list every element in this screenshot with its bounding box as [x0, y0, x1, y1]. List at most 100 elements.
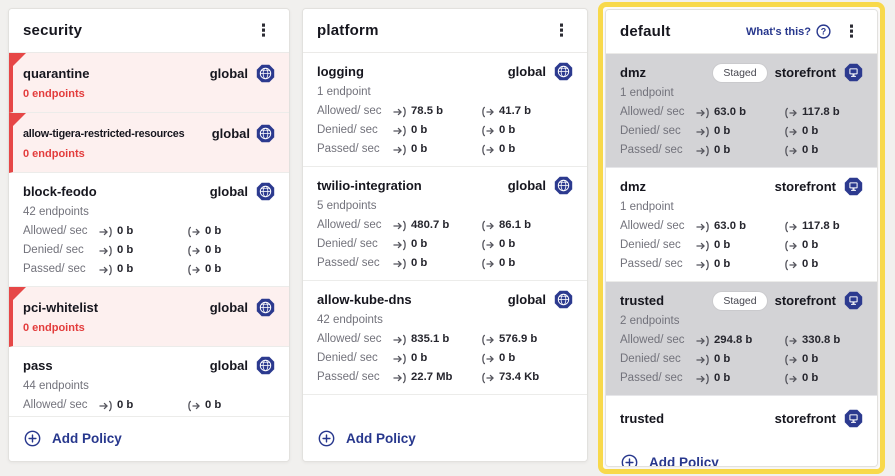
- ingress-arrow-icon: [99, 400, 113, 412]
- ingress-arrow-icon: [393, 106, 407, 118]
- ingress-arrow-icon: [393, 144, 407, 156]
- policy-card-pass[interactable]: pass global 44 endpoints Allowed/ sec 0 …: [9, 347, 289, 417]
- policy-name: trusted: [620, 410, 665, 426]
- add-policy-button[interactable]: Add Policy: [606, 441, 877, 466]
- kebab-menu-icon[interactable]: ⋮: [553, 21, 570, 40]
- storefront-badge-icon: [844, 409, 863, 428]
- egress-arrow-icon: [784, 126, 798, 138]
- ingress-value: 0 b: [411, 143, 428, 155]
- policy-card-logging[interactable]: logging global 1 endpoint Allowed/ sec 7…: [303, 53, 587, 167]
- ingress-arrow-icon: [393, 220, 407, 232]
- policy-card-twilio-integration[interactable]: twilio-integration global 5 endpoints Al…: [303, 167, 587, 281]
- endpoint-count: 42 endpoints: [317, 314, 383, 326]
- ingress-arrow-icon: [393, 372, 407, 384]
- ingress-arrow-icon: [393, 239, 407, 251]
- policy-name: quarantine: [23, 65, 90, 81]
- traffic-stats: Allowed/ sec 78.5 b 41.7 b Denied/ sec 0…: [317, 105, 573, 156]
- policy-card-pci-whitelist[interactable]: pci-whitelist global 0 endpoints: [9, 287, 289, 347]
- policy-card-trusted[interactable]: trusted storefront: [606, 396, 877, 441]
- policy-card-allow-kube-dns[interactable]: allow-kube-dns global 42 endpoints Allow…: [303, 281, 587, 395]
- whats-this-link[interactable]: What's this?: [746, 24, 831, 39]
- staged-badge: Staged: [713, 291, 767, 310]
- ingress-value: 0 b: [714, 258, 731, 270]
- endpoint-count: 0 endpoints: [23, 88, 85, 100]
- ingress-arrow-icon: [696, 259, 710, 271]
- egress-arrow-icon: [481, 258, 495, 270]
- endpoint-count: 42 endpoints: [23, 206, 89, 218]
- add-policy-button[interactable]: Add Policy: [9, 417, 289, 461]
- scope-label: storefront: [774, 179, 836, 194]
- stat-label: Allowed/ sec: [23, 399, 88, 411]
- policy-card-dmz[interactable]: dmz storefront 1 endpoint Allowed/ sec 6…: [606, 168, 877, 282]
- policy-name: dmz: [620, 178, 646, 194]
- stat-label: Passed/ sec: [317, 257, 380, 269]
- stat-label: Allowed/ sec: [317, 219, 382, 231]
- scope-label: global: [209, 66, 248, 81]
- ingress-arrow-icon: [696, 240, 710, 252]
- scope-label: global: [209, 300, 248, 315]
- policy-card-allow-tigera-restricted-resources[interactable]: allow-tigera-restricted-resources global…: [9, 113, 289, 173]
- stat-label: Denied/ sec: [317, 124, 378, 136]
- stat-label: Denied/ sec: [620, 239, 681, 251]
- scope-label: storefront: [774, 411, 836, 426]
- storefront-badge-icon: [844, 63, 863, 82]
- add-policy-label: Add Policy: [346, 431, 416, 446]
- globe-badge-icon: [256, 124, 275, 143]
- stat-label: Allowed/ sec: [620, 106, 685, 118]
- endpoint-count: 1 endpoint: [620, 201, 674, 213]
- egress-value: 0 b: [802, 144, 819, 156]
- ingress-value: 0 b: [714, 239, 731, 251]
- scope-label: global: [209, 184, 248, 199]
- stat-label: Passed/ sec: [317, 143, 380, 155]
- kebab-menu-icon[interactable]: ⋮: [255, 21, 272, 40]
- policy-card-block-feodo[interactable]: block-feodo global 42 endpoints Allowed/…: [9, 173, 289, 287]
- globe-badge-icon: [256, 356, 275, 375]
- ingress-value: 480.7 b: [411, 219, 450, 231]
- ingress-arrow-icon: [393, 258, 407, 270]
- ingress-value: 22.7 Mb: [411, 371, 453, 383]
- column-header: default What's this? ⋮: [606, 10, 877, 54]
- stat-row-denied: Denied/ sec 0 b 0 b: [620, 353, 863, 366]
- policy-name: allow-kube-dns: [317, 291, 412, 307]
- policy-name: twilio-integration: [317, 177, 422, 193]
- policy-name: logging: [317, 63, 364, 79]
- stat-label: Denied/ sec: [620, 125, 681, 137]
- ingress-arrow-icon: [696, 221, 710, 233]
- globe-badge-icon: [256, 298, 275, 317]
- policy-name: pci-whitelist: [23, 299, 99, 315]
- egress-value: 117.8 b: [802, 106, 840, 118]
- ingress-value: 0 b: [714, 372, 731, 384]
- traffic-stats: Allowed/ sec 0 b 0 b Denied/ sec 0 b 0 b…: [23, 399, 275, 416]
- ingress-value: 63.0 b: [714, 106, 747, 118]
- egress-arrow-icon: [784, 373, 798, 385]
- globe-badge-icon: [554, 62, 573, 81]
- traffic-stats: Allowed/ sec 835.1 b 576.9 b Denied/ sec…: [317, 333, 573, 384]
- scope-label: global: [507, 292, 546, 307]
- stat-row-denied: Denied/ sec 0 b 0 b: [317, 352, 573, 365]
- endpoint-count: 44 endpoints: [23, 380, 89, 392]
- plus-circle-icon: [318, 430, 335, 447]
- egress-value: 86.1 b: [499, 219, 532, 231]
- egress-value: 73.4 Kb: [499, 371, 540, 383]
- egress-value: 0 b: [499, 124, 516, 136]
- egress-value: 0 b: [802, 239, 819, 251]
- storefront-badge-icon: [844, 177, 863, 196]
- scope-label: global: [211, 126, 250, 141]
- policy-card-dmz-staged[interactable]: dmz Staged storefront 1 endpoint Allowed…: [606, 54, 877, 168]
- policy-name: block-feodo: [23, 183, 97, 199]
- endpoint-count: 5 endpoints: [317, 200, 377, 212]
- policy-card-trusted-staged[interactable]: trusted Staged storefront 2 endpoints Al…: [606, 282, 877, 396]
- kebab-menu-icon[interactable]: ⋮: [843, 22, 860, 41]
- add-policy-button[interactable]: Add Policy: [303, 417, 587, 461]
- stat-label: Passed/ sec: [620, 258, 683, 270]
- ingress-value: 0 b: [411, 238, 428, 250]
- egress-value: 0 b: [499, 257, 516, 269]
- egress-arrow-icon: [187, 226, 201, 238]
- ingress-arrow-icon: [696, 335, 710, 347]
- policy-card-quarantine[interactable]: quarantine global 0 endpoints: [9, 53, 289, 113]
- globe-badge-icon: [256, 182, 275, 201]
- egress-arrow-icon: [187, 245, 201, 257]
- column-title: security: [23, 22, 83, 39]
- stat-row-allowed: Allowed/ sec 480.7 b 86.1 b: [317, 219, 573, 232]
